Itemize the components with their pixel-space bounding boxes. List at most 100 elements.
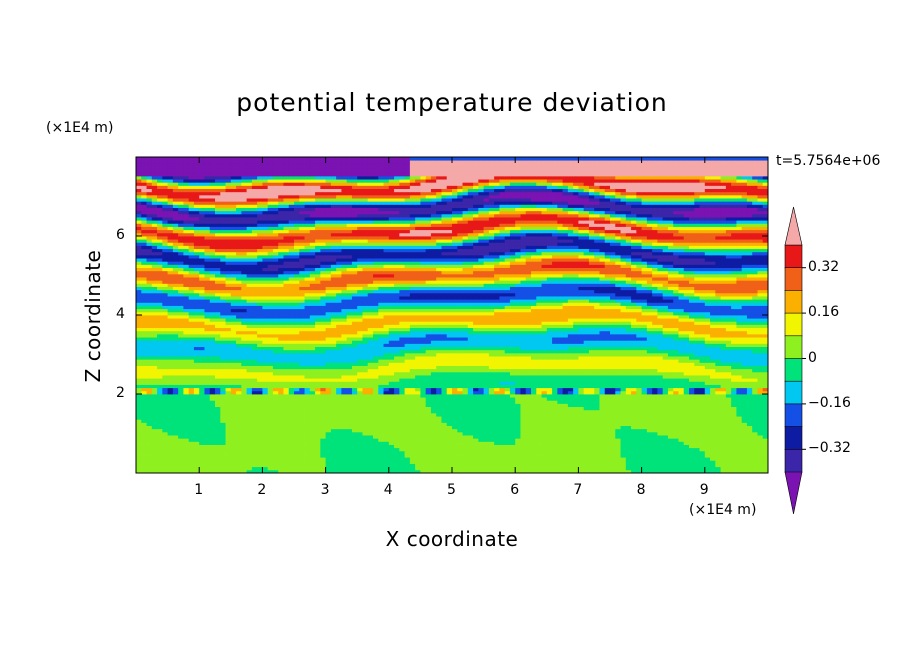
field-cell — [573, 343, 579, 347]
field-cell — [520, 387, 527, 392]
field-cell — [157, 375, 163, 379]
field-cell — [662, 343, 669, 347]
field-cell — [520, 412, 527, 417]
field-cell — [283, 447, 290, 452]
field-cell — [236, 447, 242, 452]
field-cell — [151, 349, 158, 354]
field-cell — [567, 365, 574, 370]
field-cell — [557, 397, 563, 401]
field-cell — [294, 365, 300, 370]
field-cell — [346, 419, 353, 423]
field-cell — [615, 444, 621, 449]
field-cell — [172, 387, 179, 392]
field-cell — [573, 394, 579, 398]
field-cell — [378, 378, 384, 382]
field-cell — [388, 422, 395, 426]
field-cell — [225, 378, 232, 382]
field-cell — [299, 381, 305, 385]
field-cell — [531, 352, 537, 357]
field-cell — [762, 466, 768, 471]
field-cell — [720, 438, 727, 442]
field-cell — [151, 340, 158, 344]
field-cell — [509, 381, 516, 385]
field-cell — [373, 463, 379, 468]
field-cell — [567, 343, 574, 347]
field-cell — [436, 384, 442, 389]
field-cell — [330, 450, 337, 455]
field-cell — [599, 384, 606, 389]
field-cell — [710, 425, 716, 430]
field-cell — [367, 435, 374, 439]
field-cell — [146, 412, 153, 417]
field-cell — [599, 422, 606, 426]
field-cell — [531, 356, 537, 360]
field-cell — [615, 435, 621, 439]
field-cell — [578, 387, 585, 392]
field-cell — [220, 441, 226, 445]
field-cell — [762, 441, 768, 445]
field-cell — [588, 450, 595, 455]
field-cell — [546, 356, 553, 360]
field-cell — [278, 403, 284, 408]
field-cell — [562, 362, 569, 366]
field-cell — [631, 352, 637, 357]
field-cell — [157, 409, 163, 414]
field-cell — [225, 387, 232, 392]
field-cell — [188, 349, 195, 354]
field-cell — [599, 403, 606, 408]
field-cell — [578, 397, 585, 401]
field-cell — [473, 390, 479, 395]
field-cell — [425, 469, 432, 473]
field-cell — [199, 457, 205, 461]
field-cell — [278, 450, 284, 455]
field-cell — [225, 390, 232, 395]
field-cell — [267, 368, 274, 373]
field-cell — [504, 359, 511, 363]
field-cell — [178, 412, 184, 417]
field-cell — [251, 384, 258, 389]
field-cell — [599, 390, 606, 395]
field-cell — [625, 419, 632, 423]
field-cell — [615, 349, 621, 354]
field-cell — [615, 356, 621, 360]
field-cell — [272, 381, 279, 385]
field-cell — [757, 362, 764, 366]
field-cell — [567, 346, 574, 351]
field-cell — [378, 340, 384, 344]
field-cell — [246, 381, 253, 385]
field-cell — [294, 431, 300, 436]
field-cell — [394, 444, 400, 449]
field-cell — [193, 349, 200, 354]
field-cell — [304, 428, 311, 433]
field-cell — [373, 403, 379, 408]
field-cell — [136, 431, 142, 436]
field-cell — [283, 450, 290, 455]
field-cell — [615, 394, 621, 398]
field-cell — [320, 394, 326, 398]
field-cell — [272, 457, 279, 461]
field-cell — [257, 381, 263, 385]
field-cell — [230, 362, 237, 366]
field-cell — [325, 365, 332, 370]
field-cell — [404, 460, 411, 464]
field-cell — [573, 428, 579, 433]
field-cell — [362, 378, 369, 382]
field-cell — [657, 403, 664, 408]
field-cell — [294, 371, 300, 376]
field-cell — [304, 381, 311, 385]
field-cell — [225, 469, 232, 473]
field-cell — [351, 454, 358, 458]
field-cell — [351, 425, 358, 430]
field-cell — [141, 400, 147, 404]
field-cell — [167, 419, 174, 423]
field-cell — [304, 447, 311, 452]
field-cell — [220, 406, 226, 411]
field-cell — [546, 359, 553, 363]
field-cell — [552, 444, 558, 449]
field-cell — [162, 390, 168, 395]
field-cell — [473, 435, 479, 439]
field-cell — [420, 365, 427, 370]
field-cell — [178, 444, 184, 449]
field-cell — [325, 428, 332, 433]
field-cell — [625, 422, 632, 426]
